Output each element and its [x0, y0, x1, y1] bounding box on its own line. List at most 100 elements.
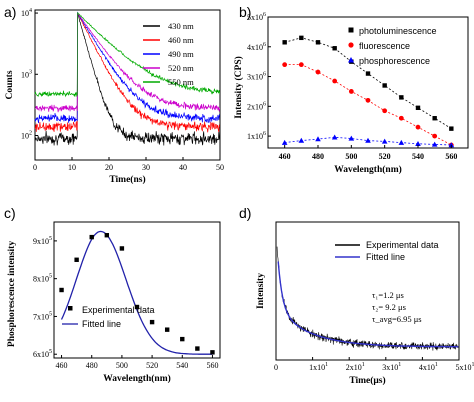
panel-b-point-photoluminescence [432, 116, 437, 121]
panel-a-series-430-nm [34, 13, 221, 146]
panel-a-ytick-label: 103 [21, 69, 32, 79]
panel-b-point-fluorescence [298, 62, 304, 68]
panel-b-point-photoluminescence [332, 46, 337, 51]
panel-c-xtick-label: 560 [206, 361, 218, 370]
panel-b-xtick-label: 500 [345, 152, 357, 161]
panel-c-legend-label: Fitted line [82, 319, 121, 329]
panel-b-ytick-label: 3x106 [247, 72, 266, 82]
panel-c-point [59, 287, 64, 293]
panel-b-line-photoluminescence [284, 37, 452, 129]
panel-b-legend-label: photoluminescence [359, 26, 437, 36]
panel-b-point-photoluminescence [415, 105, 421, 111]
panel-c-ytick-label: 6x105 [33, 349, 52, 359]
panel-b-point-fluorescence [415, 124, 421, 130]
panel-b-point-fluorescence [382, 108, 388, 114]
panel-b-point-fluorescence [432, 133, 438, 139]
panel-b-legend-marker [348, 42, 354, 48]
panel-d-xtick-label: 5x101 [456, 362, 474, 372]
panel-d-xtick-label: 2x101 [346, 362, 365, 372]
panel-d-xlabel: Time(μs) [349, 375, 385, 386]
panel-b-point-photoluminescence [365, 71, 371, 76]
panel-a-series-550-nm [34, 12, 221, 98]
panel-b-xtick-label: 560 [445, 152, 457, 161]
panel-d-annotation: τ₁=1.2 μs [372, 290, 404, 300]
panel-b-point-photoluminescence [449, 126, 454, 131]
panel-b-point-photoluminescence [382, 83, 387, 88]
panel-b-point-phosphorescence [331, 134, 338, 140]
panel-a-series-490-nm [34, 11, 221, 124]
panel-b-legend-label: phosphorescence [359, 56, 430, 66]
panel-c-point [180, 336, 185, 342]
panel-c-point [119, 246, 125, 251]
panel-d-xtick-label: 4x101 [419, 362, 438, 372]
panel-a-ylabel: Counts [5, 70, 15, 99]
panel-a-xtick-label: 0 [33, 163, 37, 172]
panel-b-xtick-label: 520 [379, 152, 391, 161]
panel-b-ylabel: Intensity (CPS) [233, 56, 244, 119]
panel-a-xlabel: Time(ns) [109, 174, 145, 185]
panel-b-point-fluorescence [332, 78, 338, 84]
panel-a-xtick-label: 10 [68, 163, 76, 172]
panel-b-label: b) [239, 4, 251, 20]
panel-c-fit-line [60, 230, 213, 355]
panel-a-series-520-nm [34, 12, 221, 113]
panel-b-point-phosphorescence [448, 142, 455, 148]
panel-d-experimental-line [276, 246, 459, 351]
panel-d-fit-line [277, 261, 459, 348]
panel-b-frame [267, 16, 469, 149]
panel-b-legend-marker [348, 57, 354, 63]
panel-b-point-phosphorescence [348, 135, 355, 141]
panel-b-xtick-label: 540 [412, 152, 424, 161]
panel-c-xlabel: Wavelength(nm) [103, 373, 171, 384]
panel-c-ytick-label: 9x105 [33, 236, 52, 246]
panel-c-label: c) [4, 205, 16, 221]
panel-c-point [149, 319, 155, 325]
panel-a-xtick-label: 30 [142, 163, 150, 172]
panel-b-point-phosphorescence [315, 136, 321, 142]
panel-d-label: d) [239, 205, 251, 221]
panel-b-xtick-label: 480 [312, 152, 324, 161]
panel-b-xtick-label: 460 [279, 152, 291, 161]
panel-c-ytick-label: 7x105 [33, 311, 52, 321]
panel-c-point [210, 350, 215, 355]
panel-d-xtick-label: 1x101 [309, 362, 328, 372]
panel-c-ylabel: Phosphorescence intensity [7, 241, 17, 347]
panel-b-point-fluorescence [282, 62, 288, 68]
panel-a-series-460-nm [34, 12, 221, 133]
panel-b-point-fluorescence [348, 89, 354, 94]
panel-d-annotation: τ_avg=6.95 μs [372, 314, 422, 324]
panel-c-ytick-label: 8x105 [33, 274, 52, 284]
panel-b-point-photoluminescence [299, 35, 304, 41]
panel-a-label: a) [4, 4, 16, 20]
panel-c-point [104, 233, 110, 238]
panel-d-xtick-label: 3x101 [382, 362, 401, 372]
panel-a-ytick-label: 102 [21, 131, 32, 141]
panel-a-xtick-label: 40 [179, 163, 187, 172]
panel-a-ytick-label: 104 [21, 8, 32, 18]
panel-b-point-fluorescence [365, 97, 371, 103]
panel-b-point-photoluminescence [282, 40, 287, 45]
panel-d-legend-label: Experimental data [366, 240, 439, 250]
panel-c-point [74, 257, 79, 262]
panel-b-point-phosphorescence [398, 139, 405, 145]
panel-b-point-phosphorescence [365, 137, 371, 143]
panel-b-ytick-label: 5x106 [247, 12, 266, 22]
panel-b-ytick-label: 1x106 [247, 131, 266, 141]
panel-a-xtick-label: 20 [105, 163, 113, 172]
panel-b-point-phosphorescence [298, 137, 305, 143]
panel-c-legend-marker [68, 306, 73, 311]
panel-b-legend-marker [348, 27, 354, 33]
panel-b-point-photoluminescence [315, 40, 321, 45]
panel-b-point-fluorescence [398, 115, 404, 121]
panel-b-ytick-label: 2x106 [247, 101, 266, 111]
panel-a-xtick-label: 50 [216, 163, 224, 172]
panel-c-point [195, 346, 200, 351]
panel-b-point-photoluminescence [399, 95, 404, 100]
panel-b-point-phosphorescence [415, 141, 421, 147]
panel-b-ytick-label: 4x106 [247, 42, 266, 52]
panel-a-legend-label: 430 nm [168, 21, 194, 31]
panel-c-legend-label: Experimental data [82, 305, 155, 315]
panel-a-legend-label: 490 nm [168, 49, 194, 59]
panel-c-frame [53, 221, 221, 359]
